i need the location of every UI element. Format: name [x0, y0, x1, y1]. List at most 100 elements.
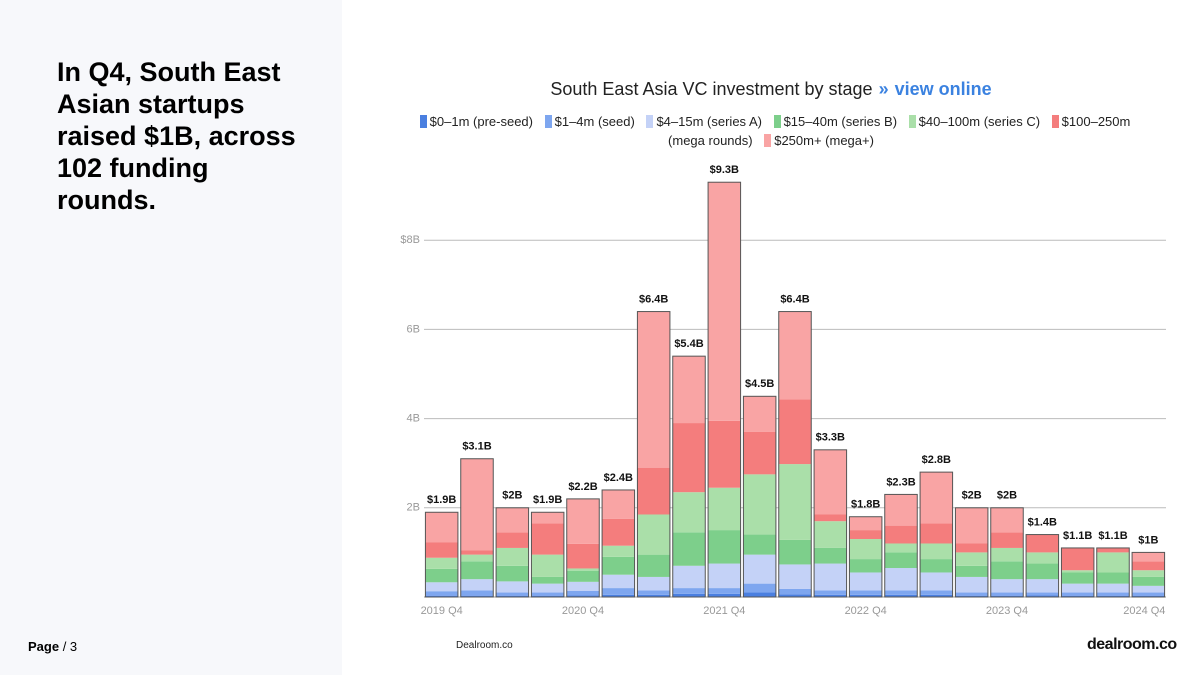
source: Dealroom.co — [456, 640, 513, 651]
bar-segment — [672, 588, 706, 594]
bar-outline — [1096, 547, 1130, 598]
bar-segment — [708, 588, 741, 594]
bar-segment — [778, 539, 812, 565]
legend-item: $1–4m (seed) — [544, 114, 635, 129]
bar-segment — [1096, 552, 1130, 573]
bar-segment — [990, 547, 1024, 562]
bar-segment — [778, 588, 812, 595]
bar-segment — [990, 579, 1024, 593]
bar-segment — [990, 595, 1024, 597]
bar-outline — [954, 507, 989, 598]
bar-segment — [1026, 579, 1059, 593]
bar-segment — [672, 492, 706, 533]
bar-segment — [496, 507, 529, 533]
bar-segment — [778, 464, 812, 540]
legend-item: $15–40m (series B) — [773, 114, 897, 129]
total-label: $4.5B — [745, 378, 774, 390]
bar-segment — [531, 512, 564, 524]
bar-segment — [637, 594, 670, 597]
bar-segment — [637, 514, 670, 555]
legend-swatch — [646, 115, 654, 128]
bar-segment — [778, 399, 812, 465]
bar-segment — [743, 396, 776, 432]
bar-segment — [602, 489, 635, 519]
bar-outline — [919, 471, 954, 598]
bar-segment — [884, 568, 918, 591]
bar-segment — [778, 311, 812, 400]
bar-segment — [884, 590, 918, 595]
bar-segment — [1026, 563, 1059, 580]
bar-segment — [814, 521, 847, 548]
bar-segment — [990, 532, 1024, 548]
bar-outline — [707, 181, 742, 598]
legend-item: $40–100m (series C) — [908, 114, 1041, 129]
bar-segment — [496, 547, 529, 566]
page-number: / 3 — [62, 639, 78, 654]
page-footer: Page / 3 — [28, 639, 77, 654]
legend: $0–1m (pre-seed) $1–4m (seed) $4–15m (se… — [398, 112, 1148, 150]
bar-segment — [849, 539, 882, 560]
total-label: $2B — [502, 490, 522, 502]
bar-segment — [1061, 583, 1094, 593]
total-label: $6.4B — [780, 293, 809, 305]
bar-segment — [531, 523, 564, 555]
bar-segment — [920, 543, 953, 560]
bar-segment — [1061, 592, 1094, 596]
bar-segment — [637, 590, 670, 595]
bar-segment — [743, 592, 776, 597]
total-label: $2.2B — [568, 481, 597, 493]
total-label: $2B — [997, 490, 1017, 502]
bar-outline — [990, 507, 1024, 598]
bar-segment — [920, 472, 953, 524]
x-tick-label: 2021 Q4 — [703, 605, 745, 617]
legend-label: $0–1m (pre-seed) — [429, 114, 533, 129]
bar-segment — [602, 574, 635, 589]
bar-segment — [1026, 534, 1059, 553]
bar-segment — [672, 565, 706, 589]
bar-segment — [920, 590, 953, 595]
bar-segment — [566, 568, 600, 571]
bar-segment — [955, 552, 988, 566]
bar-segment — [955, 507, 988, 544]
x-tick-label: 2023 Q4 — [986, 605, 1028, 617]
bar-segment — [496, 592, 529, 596]
bar-segment — [566, 498, 600, 544]
bar-outline — [530, 511, 565, 598]
headline: In Q4, South East Asian startups raised … — [57, 57, 296, 215]
bar-segment — [1096, 595, 1130, 597]
bar-segment — [884, 543, 918, 553]
legend-swatch — [1051, 115, 1059, 128]
legend-label: $40–100m (series C) — [918, 114, 1041, 129]
bar-outline — [1025, 534, 1060, 598]
bar-segment — [884, 525, 918, 544]
bar-segment — [1026, 552, 1059, 564]
bar-outline — [566, 498, 600, 598]
bar-segment — [708, 563, 741, 589]
bar-segment — [1096, 572, 1130, 584]
chart-title-group: South East Asia VC investment by stage » v… — [550, 79, 991, 99]
total-label: $3.3B — [816, 432, 845, 444]
link-arrow: » — [879, 79, 889, 99]
bar-segment — [531, 576, 564, 584]
bar-outline — [884, 493, 918, 598]
bar-segment — [566, 595, 600, 597]
y-tick-label: 2B — [407, 502, 420, 514]
logo: dealroom.co — [1087, 636, 1177, 653]
bar-segment — [602, 556, 635, 575]
bar-segment — [814, 590, 847, 595]
bar-segment — [637, 554, 670, 577]
x-tick-label: 2019 Q4 — [421, 605, 463, 617]
view-online-link[interactable]: view online — [895, 79, 992, 99]
bar-segment — [708, 487, 741, 531]
bar-segment — [672, 423, 706, 493]
bar-segment — [955, 595, 988, 597]
bar-segment — [955, 543, 988, 553]
bar-segment — [1096, 592, 1130, 596]
bar-outline — [424, 511, 459, 598]
bar-segment — [708, 182, 741, 421]
bar-segment — [814, 449, 847, 515]
bar-segment — [1026, 595, 1059, 597]
bar-segment — [920, 559, 953, 573]
bar-segment — [708, 530, 741, 564]
